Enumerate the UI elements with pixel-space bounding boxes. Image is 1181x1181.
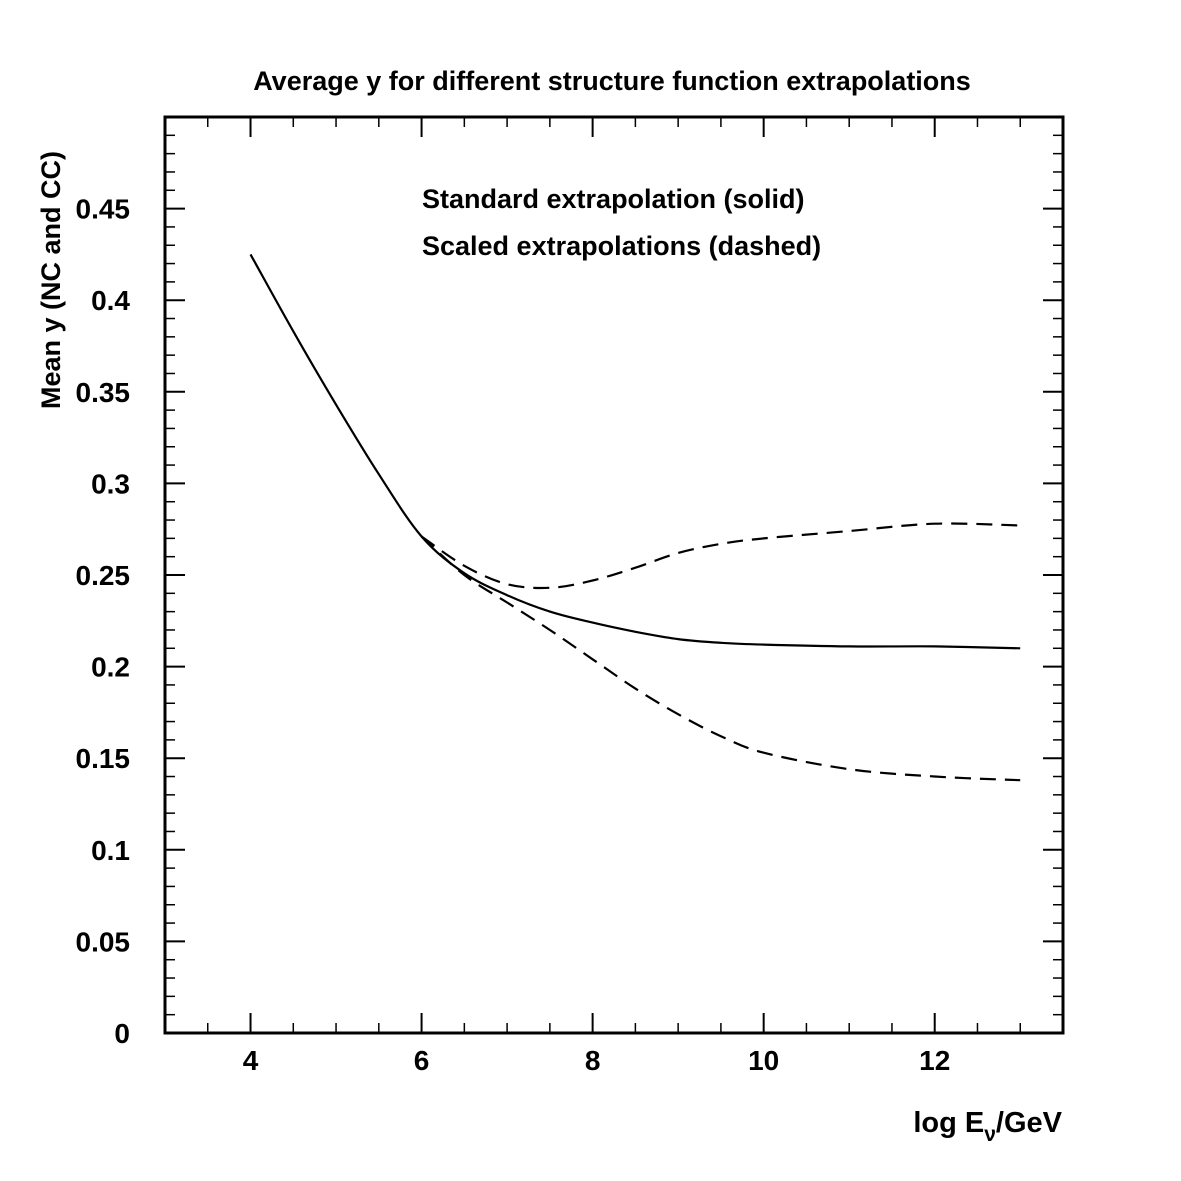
y-tick-label: 0.1: [91, 835, 130, 866]
x-tick-label: 8: [585, 1045, 601, 1076]
y-tick-label: 0.25: [76, 560, 131, 591]
y-tick-label: 0.05: [76, 926, 131, 957]
annotation-scaled: Scaled extrapolations (dashed): [422, 231, 821, 261]
series-line-2-dashed: [420, 522, 1021, 590]
plot-frame: [163, 115, 1065, 1035]
y-tick-label: 0.15: [76, 743, 131, 774]
series-layer: [249, 253, 1021, 782]
minor-ticks: [164, 117, 1064, 1033]
x-tick-label: 12: [919, 1045, 950, 1076]
x-axis-label-prefix: log E: [913, 1107, 984, 1139]
y-tick-label: 0: [114, 1018, 130, 1049]
x-axis-ticks: 4 6 8 10 12: [243, 117, 950, 1076]
y-tick-label: 0.2: [91, 652, 130, 683]
series-line-3-dashed: [420, 535, 1021, 782]
y-tick-label: 0.4: [91, 285, 130, 316]
chart-title: Average y for different structure functi…: [253, 66, 971, 96]
x-axis-label: log Eν/GeV: [913, 1107, 1062, 1146]
y-tick-label: 0.45: [76, 194, 131, 225]
y-tick-label: 0.35: [76, 377, 131, 408]
x-axis-label-subscript: ν: [984, 1123, 996, 1146]
x-tick-label: 10: [748, 1045, 779, 1076]
y-tick-label: 0.3: [91, 468, 130, 499]
annotation-standard: Standard extrapolation (solid): [422, 184, 805, 214]
x-axis-label-suffix: /GeV: [996, 1107, 1063, 1139]
x-tick-label: 4: [243, 1045, 259, 1076]
y-axis-ticks: 0 0.05 0.1 0.15 0.2 0.25 0.3 0.35 0.4 0.45: [76, 194, 1063, 1049]
y-axis-label: Mean y (NC and CC): [36, 151, 66, 409]
x-tick-label: 6: [414, 1045, 430, 1076]
series-line-1-solid: [249, 253, 1021, 650]
